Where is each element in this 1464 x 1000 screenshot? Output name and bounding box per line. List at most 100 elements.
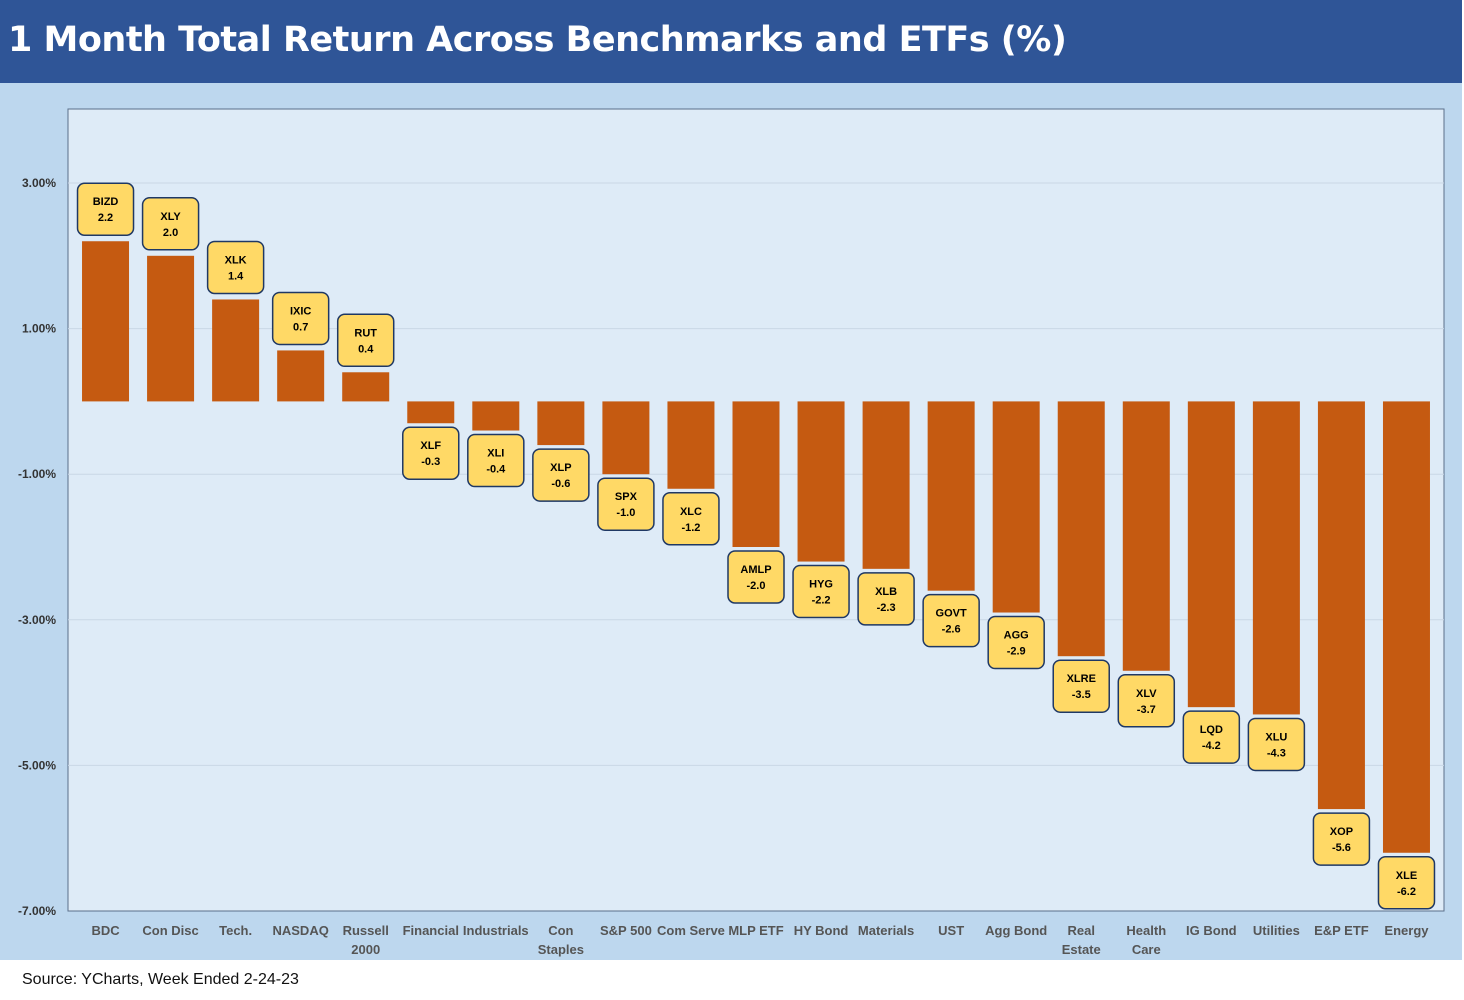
data-label-ticker: AMLP: [740, 564, 771, 576]
data-label-value: -5.6: [1332, 842, 1351, 854]
x-tick-label: Industrials: [463, 923, 529, 938]
data-label-value: -3.5: [1072, 689, 1091, 701]
data-label-value: -0.4: [486, 464, 506, 476]
data-label-ticker: XLC: [680, 506, 702, 518]
bar-chart: 3.00% 1.00% -1.00% -3.00% -5.00% -7.00% BIZD 2.…: [18, 108, 1445, 957]
data-label-box: [271, 291, 330, 346]
data-label-ticker: XLRE: [1067, 673, 1096, 685]
y-tick-label: -3.00%: [18, 613, 56, 627]
y-tick-label: 1.00%: [22, 322, 56, 336]
x-tick-label: Real: [1068, 923, 1095, 938]
x-tick-label: Financial: [403, 923, 459, 938]
data-label-value: -2.2: [812, 595, 831, 607]
x-tick-label: Russell: [343, 923, 389, 938]
data-label-value: -2.3: [877, 602, 896, 614]
data-label-value: 2.0: [163, 227, 178, 239]
bar: [147, 255, 195, 402]
data-label-box: [467, 433, 525, 488]
data-label-ticker: AGG: [1004, 630, 1029, 642]
x-tick-label: Con: [548, 923, 573, 938]
chart-panel: 3.00% 1.00% -1.00% -3.00% -5.00% -7.00% BIZD 2.…: [0, 83, 1462, 960]
bar: [927, 401, 975, 591]
data-label-value: -4.3: [1267, 747, 1286, 759]
bar: [212, 299, 260, 402]
data-label-value: -6.2: [1397, 886, 1416, 898]
data-label-value: -0.6: [551, 478, 570, 490]
x-tick-label: S&P 500: [600, 923, 652, 938]
data-label-box: [727, 550, 785, 604]
x-tick-label: MLP ETF: [728, 923, 783, 938]
bar: [862, 401, 910, 569]
chart-title: 1 Month Total Return Across Benchmarks a…: [8, 20, 1067, 60]
y-tick-label: -1.00%: [18, 467, 56, 481]
data-label-box: [206, 240, 265, 295]
data-label-box: [597, 477, 655, 531]
x-tick-label: Materials: [858, 923, 914, 938]
bar: [1252, 401, 1300, 715]
x-tick-label: Estate: [1062, 942, 1101, 957]
data-label-box: [792, 564, 850, 619]
x-tick-label: Com Serve: [657, 923, 725, 938]
data-label-box: [662, 492, 720, 546]
x-tick-label: Utilities: [1253, 923, 1300, 938]
data-label-ticker: XLB: [875, 586, 897, 598]
data-label-ticker: XOP: [1330, 826, 1353, 838]
bar: [537, 401, 585, 446]
bar: [342, 372, 390, 402]
x-tick-label: Staples: [538, 942, 584, 957]
data-label-box: [987, 615, 1045, 670]
data-label-value: -2.9: [1007, 646, 1026, 658]
data-label-ticker: SPX: [615, 491, 638, 503]
data-label-ticker: XLE: [1396, 870, 1417, 882]
x-tick-label: Agg Bond: [985, 923, 1047, 938]
data-label-ticker: RUT: [354, 327, 377, 339]
data-label-box: [141, 197, 200, 251]
data-label-ticker: XLY: [160, 211, 181, 223]
bar: [1187, 401, 1235, 708]
bar: [82, 241, 130, 402]
bar: [1122, 401, 1170, 671]
x-tick-label: UST: [938, 923, 964, 938]
y-tick-label: 3.00%: [22, 176, 56, 190]
x-tick-label: Energy: [1384, 923, 1429, 938]
data-label-box: [1182, 710, 1241, 764]
x-tick-label: E&P ETF: [1314, 923, 1369, 938]
source-note: Source: YCharts, Week Ended 2-24-23: [22, 971, 299, 988]
title-banner: 1 Month Total Return Across Benchmarks a…: [0, 0, 1462, 83]
bar: [472, 401, 520, 431]
data-label-ticker: XLP: [550, 462, 571, 474]
data-label-value: -4.2: [1202, 740, 1221, 752]
bar: [732, 401, 780, 547]
x-tick-label: HY Bond: [794, 923, 849, 938]
data-label-value: 2.2: [98, 212, 113, 224]
footer: Source: YCharts, Week Ended 2-24-23: [0, 960, 1462, 1000]
data-label-ticker: XLK: [225, 254, 247, 266]
x-tick-label: Con Disc: [142, 923, 198, 938]
data-label-value: -0.3: [421, 456, 440, 468]
bar: [277, 350, 325, 402]
x-tick-label: Care: [1132, 942, 1161, 957]
y-tick-label: -5.00%: [18, 758, 56, 772]
data-label-box: [922, 593, 980, 648]
bar: [1317, 401, 1365, 810]
data-label-box: [1052, 659, 1110, 713]
y-tick-label: -7.00%: [18, 904, 56, 918]
data-label-value: -2.0: [747, 580, 766, 592]
data-label-ticker: IXIC: [290, 305, 311, 317]
x-tick-label: Health: [1126, 923, 1166, 938]
bar: [602, 401, 650, 475]
data-label-value: -2.6: [942, 624, 961, 636]
data-label-box: [1247, 717, 1306, 772]
data-label-box: [402, 426, 460, 480]
bar: [992, 401, 1040, 613]
bar: [407, 401, 455, 424]
data-label-ticker: XLV: [1136, 688, 1157, 700]
data-label-ticker: BIZD: [93, 196, 119, 208]
x-tick-label: NASDAQ: [272, 923, 328, 938]
x-tick-label: Tech.: [219, 923, 252, 938]
x-tick-label: IG Bond: [1186, 923, 1237, 938]
data-label-value: -1.0: [616, 507, 635, 519]
data-label-ticker: LQD: [1200, 724, 1223, 736]
data-label-ticker: GOVT: [936, 608, 967, 620]
data-label-value: -1.2: [681, 522, 700, 534]
